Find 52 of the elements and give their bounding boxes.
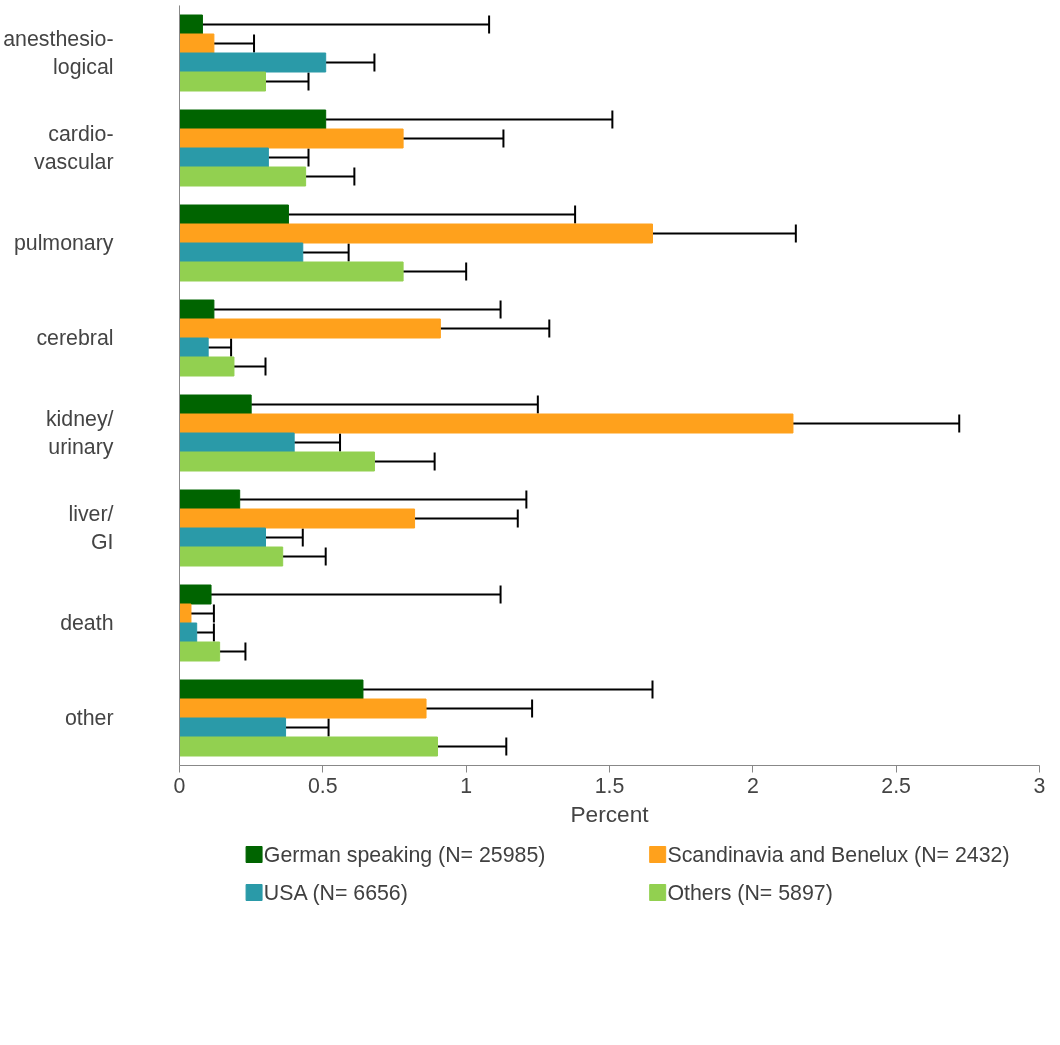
y-tick-label: cardio- vascular [34,121,114,175]
bar [179,223,653,244]
bar [179,527,266,548]
bar [179,546,284,567]
bar [179,33,215,54]
bar [179,641,221,662]
y-tick-label: liver/ GI [68,501,114,555]
bar [179,698,427,719]
bar [179,451,375,472]
y-tick-label: pulmonary [13,231,114,255]
bar [179,356,235,377]
y-tick-label: death [60,611,114,635]
bar [179,622,198,643]
bar [179,432,295,453]
bar [179,52,327,73]
y-tick-label: cerebral [36,326,114,350]
x-tick-label: 3 [1033,773,1046,798]
legend-label: Scandinavia and Benelux (N= 2432) [667,842,1010,867]
legend-label: Others (N= 5897) [667,880,833,905]
bar [179,603,192,624]
bar [179,242,304,263]
x-tick-label: 0 [173,773,186,798]
bar [179,736,438,757]
x-axis-title: Percent [570,800,650,827]
bar [179,166,307,187]
bar [179,147,269,168]
bar [179,337,209,358]
x-tick-label: 2 [746,773,759,798]
bar [179,261,404,282]
x-tick-label: 2.5 [881,773,911,798]
bar [179,109,327,130]
bar [179,717,287,738]
bar [179,679,364,700]
x-tick-label: 1 [460,773,473,798]
bar [179,413,794,434]
x-tick-label: 0.5 [308,773,338,798]
bar [179,71,266,92]
bar [179,299,215,320]
bar [179,14,203,35]
y-tick-label: kidney/ urinary [45,406,114,460]
bar [179,128,404,149]
bar [179,508,416,529]
y-tick-label: anesthesio- logical [3,26,114,80]
legend-label: USA (N= 6656) [263,880,408,905]
bar [179,318,441,339]
y-tick-label: other [64,706,114,730]
bar [179,584,212,605]
legend-label: German speaking (N= 25985) [263,842,546,867]
bar [179,204,289,225]
x-tick-label: 1.5 [594,773,625,798]
bar [179,489,241,510]
bar [179,394,252,415]
